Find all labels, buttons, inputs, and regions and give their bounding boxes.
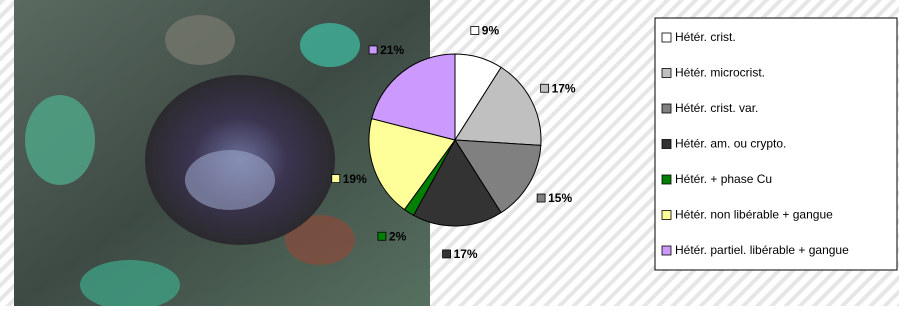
label-swatch [443,250,451,258]
label-swatch [369,46,377,54]
legend-swatch [662,104,671,113]
label-swatch [378,232,386,240]
legend-label: Hétér. crist. [675,30,736,44]
label-swatch [541,84,549,92]
label-swatch [537,194,545,202]
legend-label: Hétér. am. ou crypto. [675,137,786,151]
legend-swatch [662,246,671,255]
value-label: 15% [548,191,572,205]
value-label: 2% [389,229,407,243]
photo [14,0,430,306]
legend-label: Hétér. crist. var. [675,101,758,115]
label-swatch [471,27,479,35]
legend-label: Hétér. + phase Cu [675,172,772,186]
legend-swatch [662,140,671,149]
legend-swatch [662,69,671,78]
value-label: 19% [343,172,367,186]
legend-swatch [662,211,671,220]
legend-label: Hétér. partiel. libérable + gangue [675,243,849,257]
legend-swatch [662,33,671,42]
legend-label: Hétér. non libérable + gangue [675,208,833,222]
value-label: 21% [380,43,404,57]
legend-label: Hétér. microcrist. [675,66,765,80]
value-label: 17% [552,81,576,95]
value-label: 17% [454,247,478,261]
label-swatch [332,175,340,183]
legend-swatch [662,175,671,184]
value-label: 9% [482,24,500,38]
page: 9% 17% 15% 17% 2% 19% 21% Hétér. crist. Hétér. … [0,0,899,306]
